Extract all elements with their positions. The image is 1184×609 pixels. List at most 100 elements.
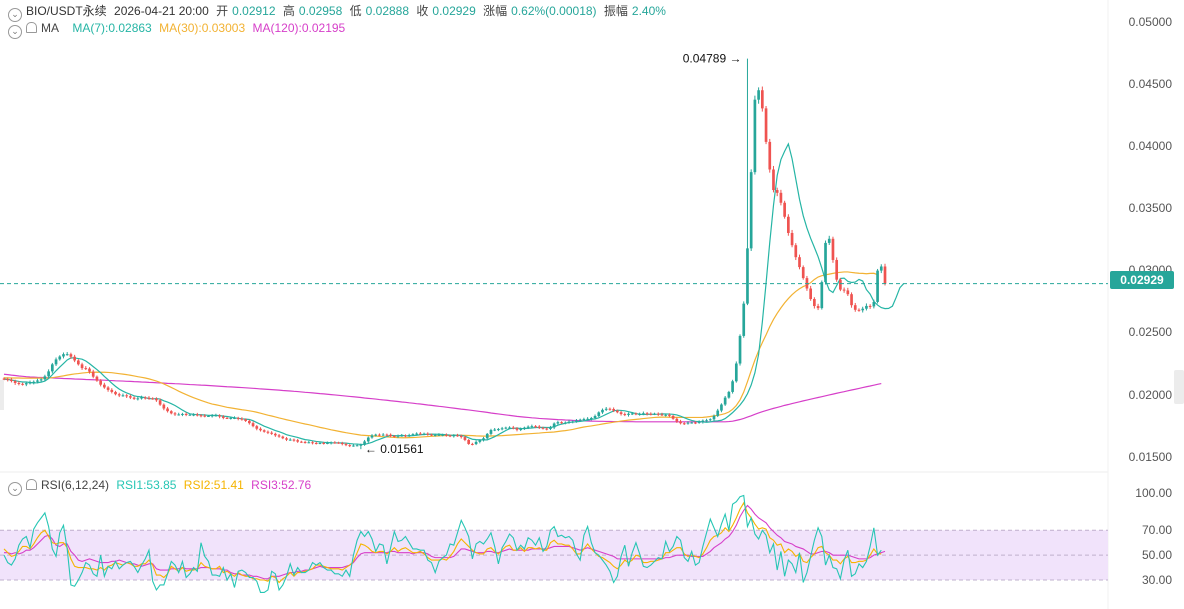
candle-body <box>106 387 110 390</box>
alert-bell-icon[interactable] <box>26 22 37 33</box>
candle-body <box>326 442 329 444</box>
candle <box>192 413 195 417</box>
candle <box>723 395 727 406</box>
candle-body <box>701 420 705 422</box>
candle-body <box>195 414 199 416</box>
candle <box>207 415 210 418</box>
candle-body <box>627 413 630 415</box>
candle <box>166 406 169 413</box>
candle-body <box>582 419 586 421</box>
left-scroll-handle[interactable] <box>0 380 4 410</box>
candle <box>151 397 155 400</box>
ma7-line <box>3 142 905 446</box>
candle-body <box>322 442 326 444</box>
candle <box>760 86 764 112</box>
collapse-chevron-icon[interactable]: ⌄ <box>8 25 22 39</box>
candle-body <box>188 414 192 416</box>
candle-body <box>787 216 790 233</box>
candle-body <box>307 442 311 444</box>
price-axis-label: 0.02500 <box>1128 325 1172 339</box>
candle <box>430 433 433 437</box>
candle <box>653 412 656 416</box>
candle-body <box>575 420 578 422</box>
grid <box>0 0 1109 609</box>
candle-body <box>77 360 80 365</box>
close-value: 0.02929 <box>432 4 476 18</box>
candle-body <box>47 371 50 377</box>
candle <box>660 412 664 416</box>
candle-body <box>359 444 363 446</box>
candle-body <box>36 380 39 382</box>
candle <box>831 236 835 263</box>
candle <box>363 439 366 446</box>
candle <box>400 433 404 437</box>
candle-body <box>482 438 485 441</box>
candle-body <box>251 423 255 427</box>
candle <box>404 434 407 438</box>
rsi-legend: ⌄ RSI(6,12,24) RSI1:53.85 RSI2:51.41 RSI3… <box>8 477 315 496</box>
candle <box>311 441 314 445</box>
candle <box>612 407 615 413</box>
candle <box>794 243 798 261</box>
candle <box>883 263 887 286</box>
candle-body <box>485 433 489 439</box>
candle-body <box>103 384 106 388</box>
axis-scale-handle[interactable] <box>1174 370 1184 404</box>
candle <box>136 396 140 401</box>
candle-body <box>88 368 91 372</box>
candle-body <box>824 242 827 283</box>
candle <box>17 381 21 386</box>
candle-body <box>668 414 671 416</box>
candle-body <box>816 306 820 309</box>
candle <box>132 396 136 400</box>
candle-body <box>333 442 337 444</box>
candle-body <box>772 169 775 191</box>
candle-body <box>590 418 593 420</box>
candle <box>463 435 467 442</box>
collapse-chevron-icon[interactable]: ⌄ <box>8 482 22 496</box>
candle <box>879 264 883 274</box>
candle-body <box>760 90 764 109</box>
candle <box>392 435 396 438</box>
candle-body <box>593 416 597 419</box>
candle-body <box>177 414 181 416</box>
annotations: 0.04789 → ← 0.01561 <box>365 52 742 456</box>
candle-body <box>720 404 723 411</box>
candle-body <box>456 435 459 437</box>
candle-body <box>288 439 292 441</box>
candle-body <box>381 434 385 436</box>
candle-body <box>515 428 519 430</box>
candle <box>233 416 236 420</box>
candle-body <box>853 305 857 310</box>
candle <box>2 377 6 381</box>
candle <box>214 413 218 417</box>
candle <box>705 418 708 422</box>
candle <box>872 299 876 309</box>
ma30-line <box>4 271 878 439</box>
candle <box>686 421 690 425</box>
candle-body <box>50 364 54 372</box>
candle-body <box>697 421 701 423</box>
candle-body <box>857 309 861 311</box>
candle-body <box>147 397 151 399</box>
candle <box>303 440 307 444</box>
candle <box>801 265 805 280</box>
candle <box>326 441 329 445</box>
candle <box>244 418 247 422</box>
candle <box>868 304 872 309</box>
candle <box>210 414 214 418</box>
open-label: 开 <box>216 4 229 18</box>
alert-bell-icon[interactable] <box>26 479 37 490</box>
candle <box>173 411 177 416</box>
candle <box>169 410 173 415</box>
candle <box>664 413 668 417</box>
candle-body <box>497 429 500 431</box>
candle <box>28 380 32 385</box>
candle-body <box>274 433 277 436</box>
collapse-chevron-icon[interactable]: ⌄ <box>8 8 22 22</box>
candle <box>355 444 359 447</box>
candle <box>329 441 333 445</box>
candle-body <box>835 259 839 280</box>
candle-body <box>80 364 84 369</box>
